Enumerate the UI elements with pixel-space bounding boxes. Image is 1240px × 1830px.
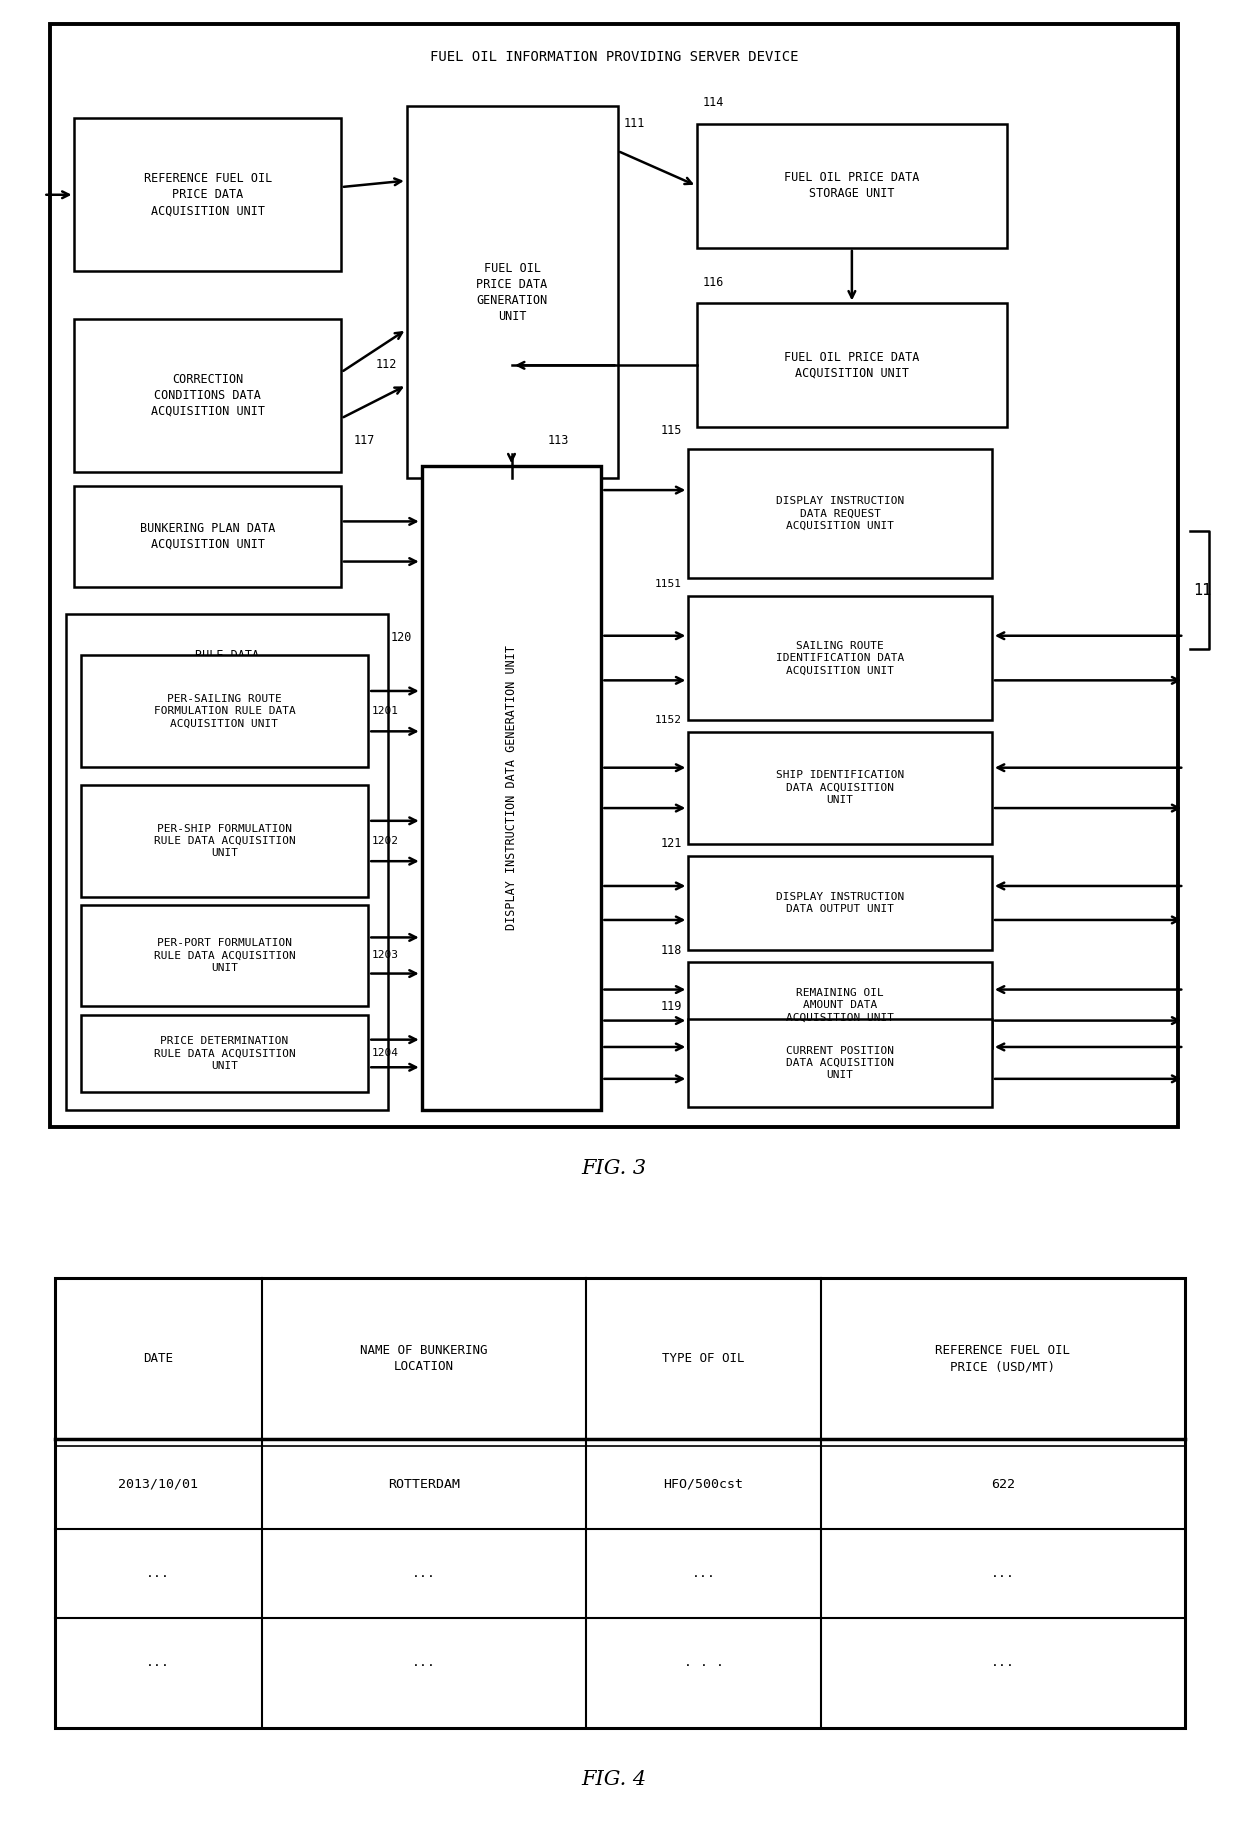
Bar (74, 318, 341, 472)
Text: 622: 622 (991, 1477, 1014, 1491)
Bar (81, 906, 368, 1007)
Bar (55, 1277, 1185, 1728)
Text: 112: 112 (376, 359, 397, 371)
Bar (74, 117, 341, 271)
Bar (688, 597, 992, 719)
Text: 113: 113 (548, 434, 569, 447)
Bar (66, 613, 388, 1109)
Text: 1203: 1203 (372, 950, 399, 961)
Text: FIG. 4: FIG. 4 (582, 1770, 647, 1790)
Text: 114: 114 (703, 97, 724, 110)
Text: ...: ... (991, 1566, 1014, 1579)
Text: REFERENCE FUEL OIL
PRICE (USD/MT): REFERENCE FUEL OIL PRICE (USD/MT) (935, 1345, 1070, 1372)
Text: NAME OF BUNKERING
LOCATION: NAME OF BUNKERING LOCATION (361, 1345, 487, 1372)
Text: REFERENCE FUEL OIL
PRICE DATA
ACQUISITION UNIT: REFERENCE FUEL OIL PRICE DATA ACQUISITIO… (144, 172, 272, 218)
Text: HFO/500cst: HFO/500cst (663, 1477, 744, 1491)
Bar (422, 467, 601, 1109)
Text: 11: 11 (1193, 582, 1211, 598)
Bar (688, 856, 992, 950)
Text: PER-SHIP FORMULATION
RULE DATA ACQUISITION
UNIT: PER-SHIP FORMULATION RULE DATA ACQUISITI… (154, 824, 295, 858)
Text: PRICE DETERMINATION
RULE DATA ACQUISITION
UNIT: PRICE DETERMINATION RULE DATA ACQUISITIO… (154, 1036, 295, 1071)
Text: 121: 121 (661, 838, 682, 851)
Bar (81, 655, 368, 767)
Text: FUEL OIL PRICE DATA
ACQUISITION UNIT: FUEL OIL PRICE DATA ACQUISITION UNIT (784, 351, 920, 381)
Text: 115: 115 (661, 425, 682, 437)
Text: DISPLAY INSTRUCTION DATA GENERATION UNIT: DISPLAY INSTRUCTION DATA GENERATION UNIT (505, 646, 518, 930)
Text: REMAINING OIL
AMOUNT DATA
ACQUISITION UNIT: REMAINING OIL AMOUNT DATA ACQUISITION UN… (786, 988, 894, 1023)
Text: 1202: 1202 (372, 836, 399, 845)
Text: 1201: 1201 (372, 706, 399, 716)
Text: ...: ... (412, 1656, 436, 1669)
Text: CURRENT POSITION
DATA ACQUISITION
UNIT: CURRENT POSITION DATA ACQUISITION UNIT (786, 1045, 894, 1080)
Text: 117: 117 (353, 434, 374, 447)
Text: 118: 118 (661, 944, 682, 957)
Text: ...: ... (412, 1566, 436, 1579)
Text: SAILING ROUTE
IDENTIFICATION DATA
ACQUISITION UNIT: SAILING ROUTE IDENTIFICATION DATA ACQUIS… (776, 640, 904, 675)
Text: DATE: DATE (144, 1352, 174, 1365)
Bar (697, 124, 1007, 247)
Text: TYPE OF OIL: TYPE OF OIL (662, 1352, 745, 1365)
Text: PER-SAILING ROUTE
FORMULATION RULE DATA
ACQUISITION UNIT: PER-SAILING ROUTE FORMULATION RULE DATA … (154, 694, 295, 728)
Text: DISPLAY INSTRUCTION
DATA REQUEST
ACQUISITION UNIT: DISPLAY INSTRUCTION DATA REQUEST ACQUISI… (776, 496, 904, 531)
Text: 116: 116 (703, 276, 724, 289)
Bar (81, 1016, 368, 1093)
Text: ROTTERDAM: ROTTERDAM (388, 1477, 460, 1491)
Bar (697, 304, 1007, 426)
Bar (688, 1019, 992, 1107)
Text: FIG. 3: FIG. 3 (582, 1158, 646, 1179)
Bar (74, 487, 341, 587)
Bar (688, 963, 992, 1049)
Text: CORRECTION
CONDITIONS DATA
ACQUISITION UNIT: CORRECTION CONDITIONS DATA ACQUISITION U… (151, 373, 264, 417)
Text: 120: 120 (391, 631, 412, 644)
Text: FUEL OIL PRICE DATA
STORAGE UNIT: FUEL OIL PRICE DATA STORAGE UNIT (784, 172, 920, 201)
Text: SHIP IDENTIFICATION
DATA ACQUISITION
UNIT: SHIP IDENTIFICATION DATA ACQUISITION UNI… (776, 770, 904, 805)
Text: . . .: . . . (683, 1656, 724, 1669)
Text: ...: ... (692, 1566, 715, 1579)
Bar (407, 106, 618, 478)
Text: BUNKERING PLAN DATA
ACQUISITION UNIT: BUNKERING PLAN DATA ACQUISITION UNIT (140, 522, 275, 551)
Text: 111: 111 (624, 117, 645, 130)
Text: ...: ... (991, 1656, 1014, 1669)
Bar (688, 732, 992, 844)
Text: 1151: 1151 (655, 580, 682, 589)
Text: FUEL OIL
PRICE DATA
GENERATION
UNIT: FUEL OIL PRICE DATA GENERATION UNIT (476, 262, 548, 322)
Text: ...: ... (146, 1656, 170, 1669)
Text: 2013/10/01: 2013/10/01 (118, 1477, 198, 1491)
Text: ...: ... (146, 1566, 170, 1579)
Text: DISPLAY INSTRUCTION
DATA OUTPUT UNIT: DISPLAY INSTRUCTION DATA OUTPUT UNIT (776, 891, 904, 915)
Text: 1152: 1152 (655, 716, 682, 725)
Bar (688, 448, 992, 578)
Text: RULE DATA
ACQUISITION UNIT: RULE DATA ACQUISITION UNIT (170, 650, 284, 677)
Text: FUEL OIL INFORMATION PROVIDING SERVER DEVICE: FUEL OIL INFORMATION PROVIDING SERVER DE… (429, 49, 799, 64)
Text: 1204: 1204 (372, 1049, 399, 1058)
Text: 119: 119 (661, 1001, 682, 1014)
Bar (81, 785, 368, 897)
Text: PER-PORT FORMULATION
RULE DATA ACQUISITION
UNIT: PER-PORT FORMULATION RULE DATA ACQUISITI… (154, 939, 295, 974)
